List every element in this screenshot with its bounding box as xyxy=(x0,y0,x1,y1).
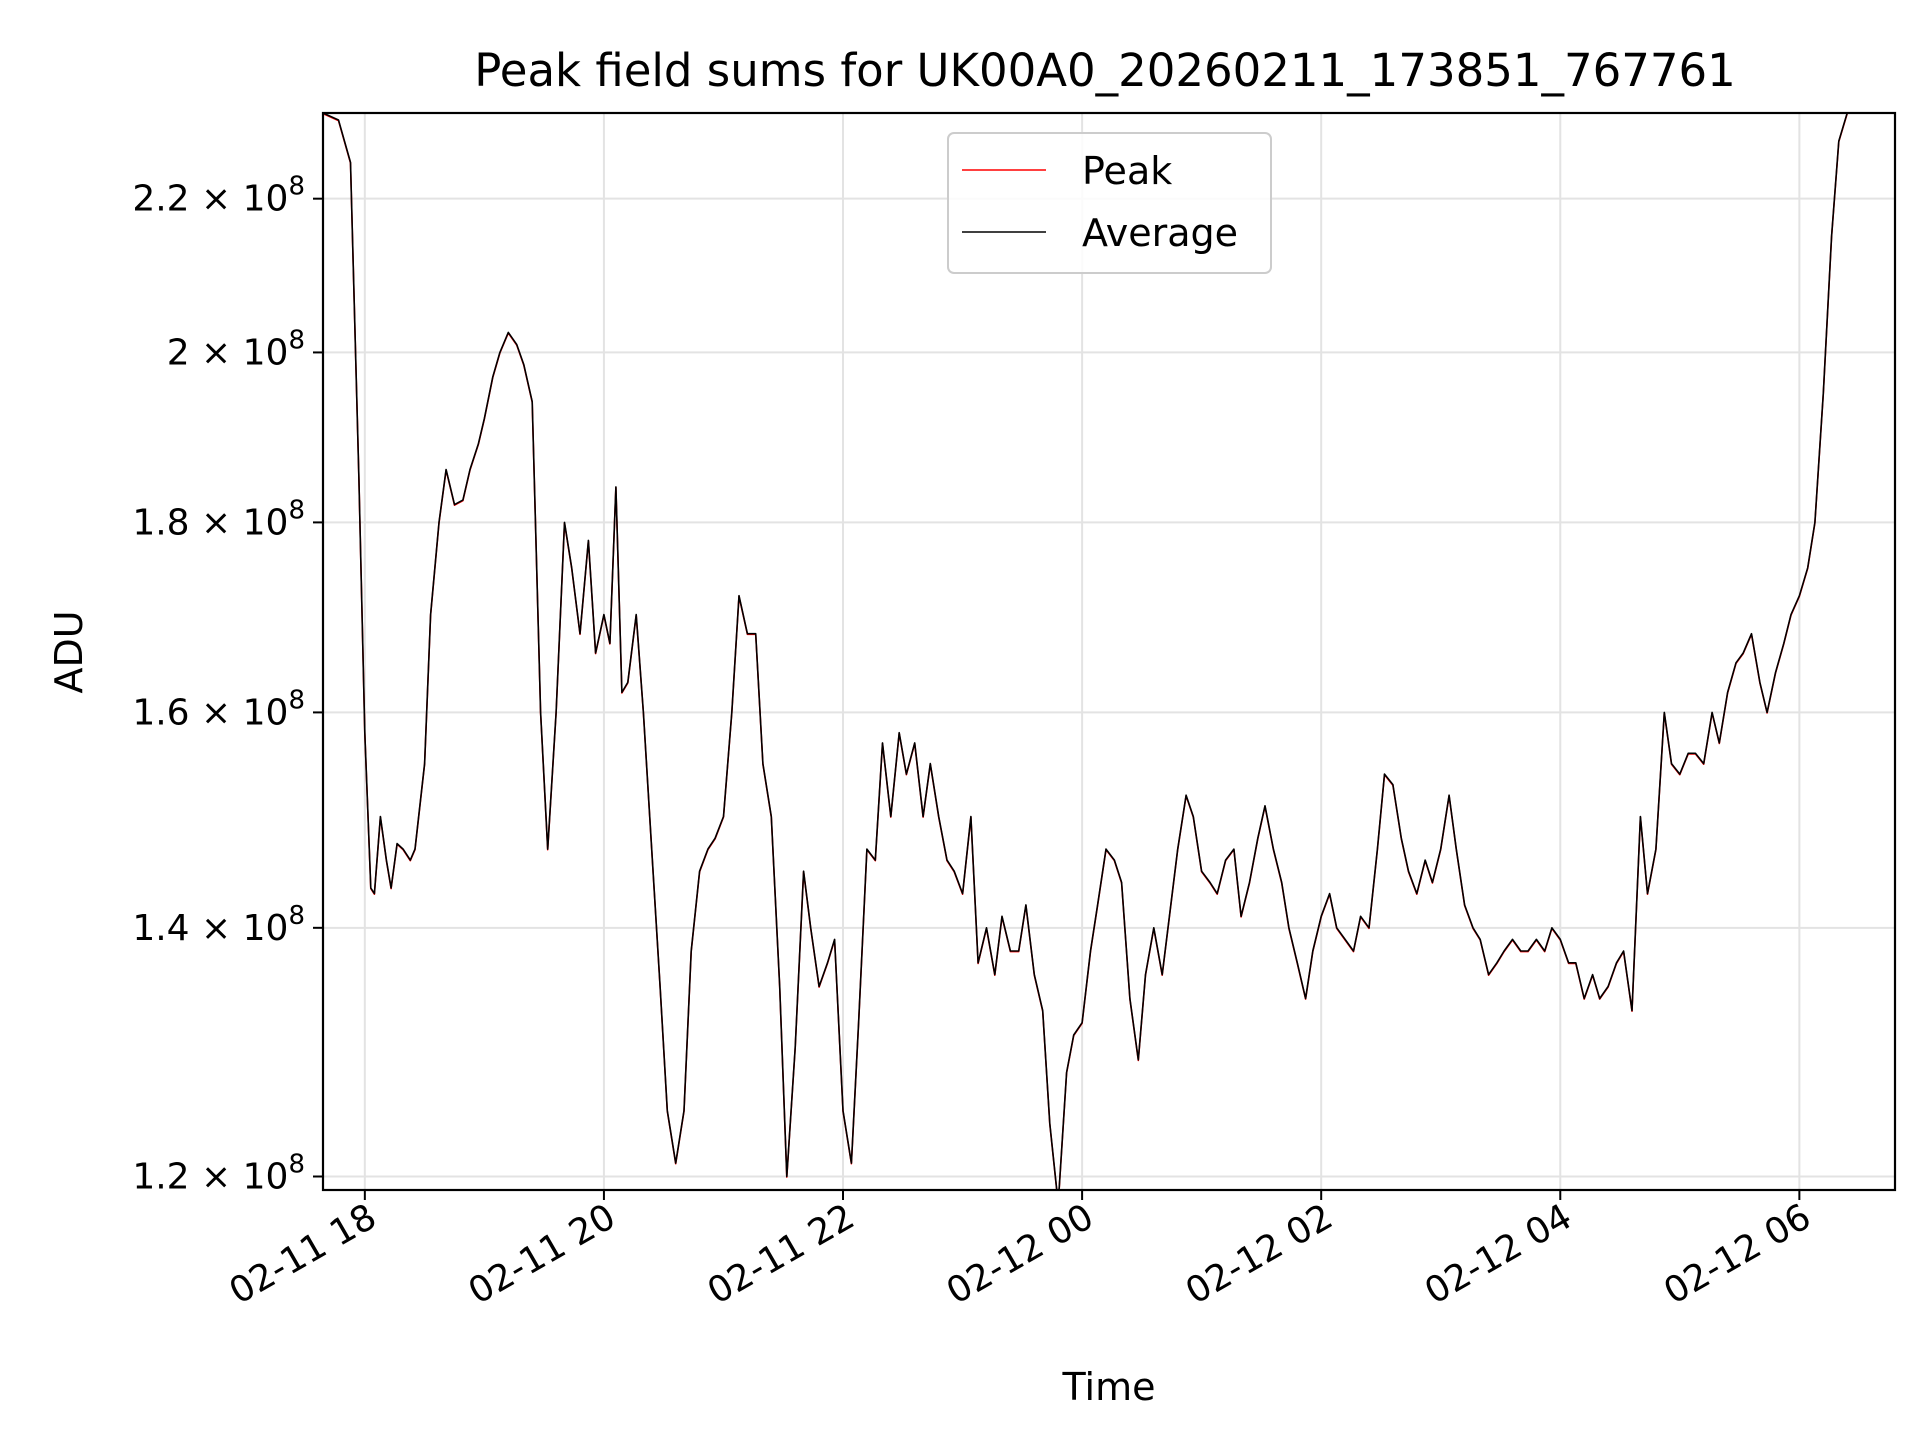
legend-frame xyxy=(947,132,1272,274)
legend-average-label: Average xyxy=(1082,211,1238,255)
y-tick-label: 1.6 × 108 xyxy=(132,685,305,733)
y-axis-label: ADU xyxy=(47,610,91,693)
series-lines xyxy=(323,113,1848,1190)
y-tick-label: 2 × 108 xyxy=(167,325,305,373)
y-axis: 1.2 × 108 1.4 × 108 1.6 × 108 1.8 × 108 2 × … xyxy=(132,172,323,1198)
y-tick-label: 1.2 × 108 xyxy=(132,1150,305,1198)
grid xyxy=(323,113,1895,1190)
series-average-line xyxy=(323,113,1848,1190)
plot-area-frame xyxy=(321,111,1897,1192)
y-tick-label: 2.2 × 108 xyxy=(132,172,305,220)
y-tick-label: 1.8 × 108 xyxy=(132,495,305,543)
x-axis-label: Time xyxy=(1062,1365,1156,1409)
chart-title: Peak field sums for UK00A0_20260211_1738… xyxy=(474,44,1736,97)
legend: Peak Average xyxy=(947,132,1272,274)
legend-peak-label: Peak xyxy=(1082,149,1172,193)
y-tick-label: 1.4 × 108 xyxy=(132,901,305,949)
